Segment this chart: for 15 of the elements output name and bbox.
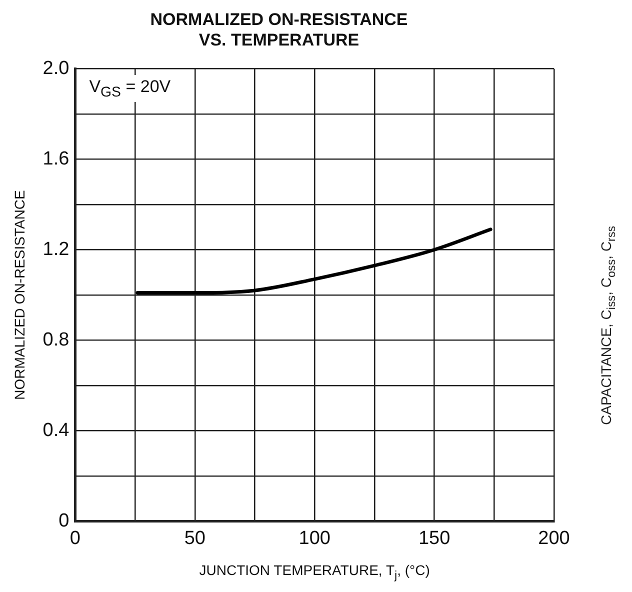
chart-title: NORMALIZED ON-RESISTANCE VS. TEMPERATURE [150,10,408,50]
x-tick-label: 200 [538,528,570,549]
y-tick-label: 0.8 [42,329,70,350]
x-tick-label: 50 [184,528,206,549]
line-series [136,228,492,294]
y-tick-label: 2.0 [42,58,70,80]
x-tick-label: 100 [298,528,330,549]
y-tick-label: 1.6 [42,148,70,170]
x-axis-title: JUNCTION TEMPERATURE, T$_{j}$, (°C) [199,562,430,582]
x-tick-label: 150 [418,528,450,549]
y-tick-label: 0 [58,510,70,532]
annotation: V$_{GS}$ = 20V [85,74,175,102]
y-axis-title: NORMALIZED ON-RESISTANCE [11,190,28,400]
y-tick-label: 1.2 [42,238,70,260]
y-tick-label: 0.4 [42,420,70,441]
